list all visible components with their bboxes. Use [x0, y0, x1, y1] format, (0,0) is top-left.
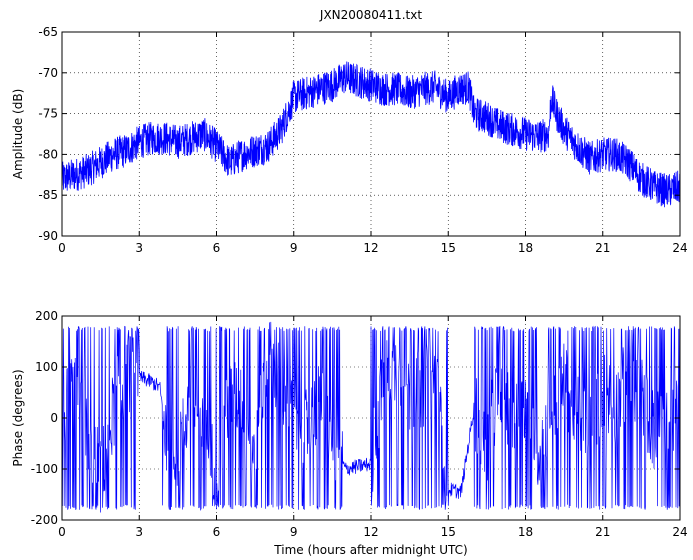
phase-y-tick-label: 200 [35, 309, 58, 323]
phase-x-tick-label: 15 [441, 525, 456, 539]
phase-x-axis-label: Time (hours after midnight UTC) [273, 543, 467, 557]
amplitude-y-tick-label: -90 [38, 229, 58, 243]
amplitude-y-tick-label: -80 [38, 147, 58, 161]
amplitude-x-tick-label: 15 [441, 241, 456, 255]
phase-y-tick-label: 100 [35, 360, 58, 374]
amplitude-x-tick-label: 0 [58, 241, 66, 255]
amplitude-y-tick-label: -85 [38, 188, 58, 202]
phase-x-tick-label: 21 [595, 525, 610, 539]
amplitude-y-tick-label: -65 [38, 25, 58, 39]
phase-x-tick-label: 12 [363, 525, 378, 539]
phase-y-tick-label: -200 [31, 513, 58, 527]
amplitude-x-tick-label: 6 [213, 241, 221, 255]
amplitude-plot-area [62, 32, 680, 236]
amplitude-y-tick-label: -70 [38, 66, 58, 80]
chart-title: JXN20080411.txt [319, 8, 422, 22]
phase-y-axis-label: Phase (degrees) [11, 369, 25, 466]
phase-x-tick-label: 18 [518, 525, 533, 539]
phase-x-tick-label: 24 [672, 525, 687, 539]
phase-panel: 0 3 6 9 12 15 18 21 24 -200 -100 0 100 200 Phase (degr… [11, 309, 688, 557]
amplitude-x-tick-label: 24 [672, 241, 687, 255]
amplitude-y-axis-label: Amplitude (dB) [11, 89, 25, 180]
amplitude-x-tick-label: 3 [135, 241, 143, 255]
amplitude-series-line [61, 61, 681, 208]
amplitude-x-tick-label: 18 [518, 241, 533, 255]
amplitude-y-tick-label: -75 [38, 107, 58, 121]
phase-x-tick-label: 6 [213, 525, 221, 539]
phase-x-tick-label: 3 [135, 525, 143, 539]
phase-y-tick-label: 0 [50, 411, 58, 425]
amplitude-x-tick-label: 9 [290, 241, 298, 255]
phase-x-tick-label: 9 [290, 525, 298, 539]
amplitude-panel: 0 3 6 9 12 15 18 21 24 -90 -85 -80 -75 -70 -65 Amplitud… [11, 25, 688, 255]
phase-x-tick-label: 0 [58, 525, 66, 539]
phase-y-tick-label: -100 [31, 462, 58, 476]
amplitude-x-tick-label: 12 [363, 241, 378, 255]
phase-series-line [61, 321, 681, 513]
amplitude-x-tick-label: 21 [595, 241, 610, 255]
